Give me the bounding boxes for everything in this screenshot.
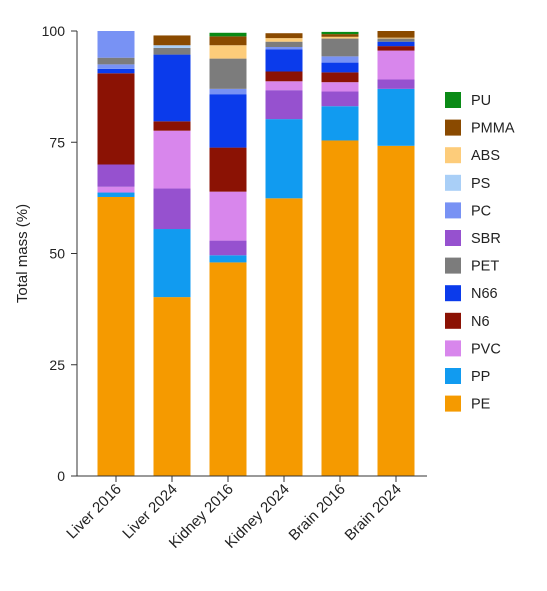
- bar-segment-brain-2016-sbr: [321, 91, 359, 107]
- legend-swatch-n66: [445, 285, 461, 302]
- bar-segment-brain-2016-pp: [321, 106, 359, 141]
- bar-segment-kidney-2024-sbr: [265, 90, 303, 120]
- bar-segment-liver-2024-pet: [153, 47, 191, 55]
- bar-segment-liver-2024-sbr: [153, 188, 191, 230]
- bar-segment-liver-2016-pet: [97, 57, 135, 65]
- legend-swatch-pp: [445, 368, 461, 384]
- bar-segment-brain-2016-pmma: [321, 34, 359, 37]
- bar-segment-kidney-2024-n6: [265, 71, 303, 82]
- bar-segment-kidney-2024-abs: [265, 38, 303, 42]
- legend-label-abs: ABS: [471, 148, 500, 164]
- bar-segment-brain-2024-n66: [377, 41, 415, 47]
- legend-swatch-pu: [445, 92, 461, 108]
- bar-segment-liver-2024-n66: [153, 54, 191, 122]
- bar-segment-liver-2016-pvc: [97, 186, 135, 193]
- bar-segment-brain-2024-sbr: [377, 79, 415, 89]
- bar-segment-kidney-2024-pc: [265, 47, 303, 50]
- y-tick-label-25: 25: [49, 357, 65, 373]
- bar-segment-brain-2016-pvc: [321, 82, 359, 92]
- bar-segment-brain-2016-pet: [321, 38, 359, 57]
- bar-segment-liver-2024-pmma: [153, 35, 191, 46]
- legend-swatch-ps: [445, 174, 461, 191]
- bar-segment-kidney-2016-pmma: [209, 36, 247, 46]
- bar-segment-kidney-2016-n66: [209, 94, 247, 148]
- bar-segment-brain-2016-n6: [321, 72, 359, 83]
- bar-segment-brain-2016-pe: [321, 140, 359, 476]
- legend-label-pe: PE: [471, 397, 491, 413]
- bar-segment-brain-2024-pet: [377, 38, 415, 42]
- y-tick-label-100: 100: [42, 23, 66, 39]
- legend-label-sbr: SBR: [471, 231, 501, 247]
- legend-label-pu: PU: [471, 93, 491, 109]
- bar-segment-liver-2024-pe: [153, 297, 191, 476]
- legend-label-pmma: PMMA: [471, 121, 515, 137]
- bar-segment-kidney-2016-pe: [209, 262, 247, 476]
- bar-segment-liver-2016-pe: [97, 196, 135, 477]
- legend-label-n66: N66: [471, 286, 498, 302]
- bar-segment-liver-2016-pc: [97, 31, 135, 58]
- legend-swatch-sbr: [445, 230, 461, 246]
- bar-segment-liver-2016-n66: [97, 68, 135, 74]
- bar-segment-liver-2016-n6: [97, 73, 135, 165]
- x-tick-label-brain-2024: Brain 2024: [341, 481, 404, 544]
- bar-segment-liver-2024-pvc: [153, 130, 191, 189]
- legend-label-pet: PET: [471, 259, 499, 275]
- bar-segment-liver-2016-pc: [97, 64, 135, 69]
- x-tick-label-brain-2016: Brain 2016: [285, 481, 348, 544]
- bar-segment-brain-2016-abs: [321, 36, 359, 39]
- legend-label-pvc: PVC: [471, 341, 501, 357]
- y-tick-label-0: 0: [57, 468, 65, 484]
- legend-swatch-pet: [445, 257, 461, 274]
- bar-segment-brain-2024-pe: [377, 145, 415, 476]
- legend-label-n6: N6: [471, 314, 490, 330]
- bar-segment-brain-2024-abs: [377, 37, 415, 39]
- legend-label-ps: PS: [471, 176, 490, 192]
- legend-swatch-abs: [445, 147, 461, 164]
- legend-label-pc: PC: [471, 203, 491, 219]
- bar-segment-brain-2016-n66: [321, 62, 359, 73]
- legend-swatch-pmma: [445, 119, 461, 136]
- bar-segment-kidney-2016-pc: [209, 88, 247, 95]
- bar-segment-brain-2024-pp: [377, 88, 415, 146]
- bar-segment-kidney-2016-pet: [209, 58, 247, 89]
- bar-segment-liver-2024-ps: [153, 45, 191, 48]
- bar-segment-kidney-2016-abs: [209, 45, 247, 59]
- legend: PU PMMA ABS PS PC SBR PET N66 N6 PVC PP PE: [445, 92, 515, 413]
- bar-segment-brain-2024-pmma: [377, 31, 415, 38]
- legend-swatch-pvc: [445, 340, 461, 357]
- bar-segment-liver-2024-n6: [153, 121, 191, 131]
- bar-segment-kidney-2016-pvc: [209, 191, 247, 241]
- legend-swatch-pe: [445, 395, 461, 412]
- bar-segment-kidney-2024-pet: [265, 41, 303, 48]
- bar-segment-kidney-2024-pe: [265, 198, 303, 476]
- bar-segment-kidney-2016-pu: [209, 32, 247, 37]
- bar-segment-kidney-2024-pmma: [265, 33, 303, 39]
- legend-swatch-pc: [445, 202, 461, 219]
- y-axis-title: Total mass (%): [14, 204, 31, 303]
- bar-segment-liver-2016-sbr: [97, 164, 135, 187]
- x-tick-label-liver-2016: Liver 2016: [63, 481, 125, 543]
- legend-label-pp: PP: [471, 369, 490, 385]
- bar-segment-kidney-2016-n6: [209, 147, 247, 192]
- bar-segment-kidney-2016-pp: [209, 255, 247, 263]
- y-tick-label-50: 50: [49, 246, 65, 262]
- bar-segment-kidney-2024-n66: [265, 49, 303, 72]
- bar-segment-kidney-2016-sbr: [209, 240, 247, 256]
- bars-layer: [97, 31, 415, 477]
- bar-segment-brain-2024-n6: [377, 46, 415, 51]
- bar-segment-brain-2016-pc: [321, 56, 359, 63]
- bar-segment-liver-2016-pp: [97, 192, 135, 197]
- legend-swatch-n6: [445, 312, 461, 329]
- bar-segment-kidney-2024-pvc: [265, 81, 303, 91]
- y-tick-label-75: 75: [49, 134, 65, 150]
- bar-segment-liver-2024-pp: [153, 229, 191, 298]
- bar-segment-brain-2024-pvc: [377, 50, 415, 80]
- bar-segment-brain-2016-pu: [321, 31, 359, 35]
- bar-segment-kidney-2024-pp: [265, 119, 303, 199]
